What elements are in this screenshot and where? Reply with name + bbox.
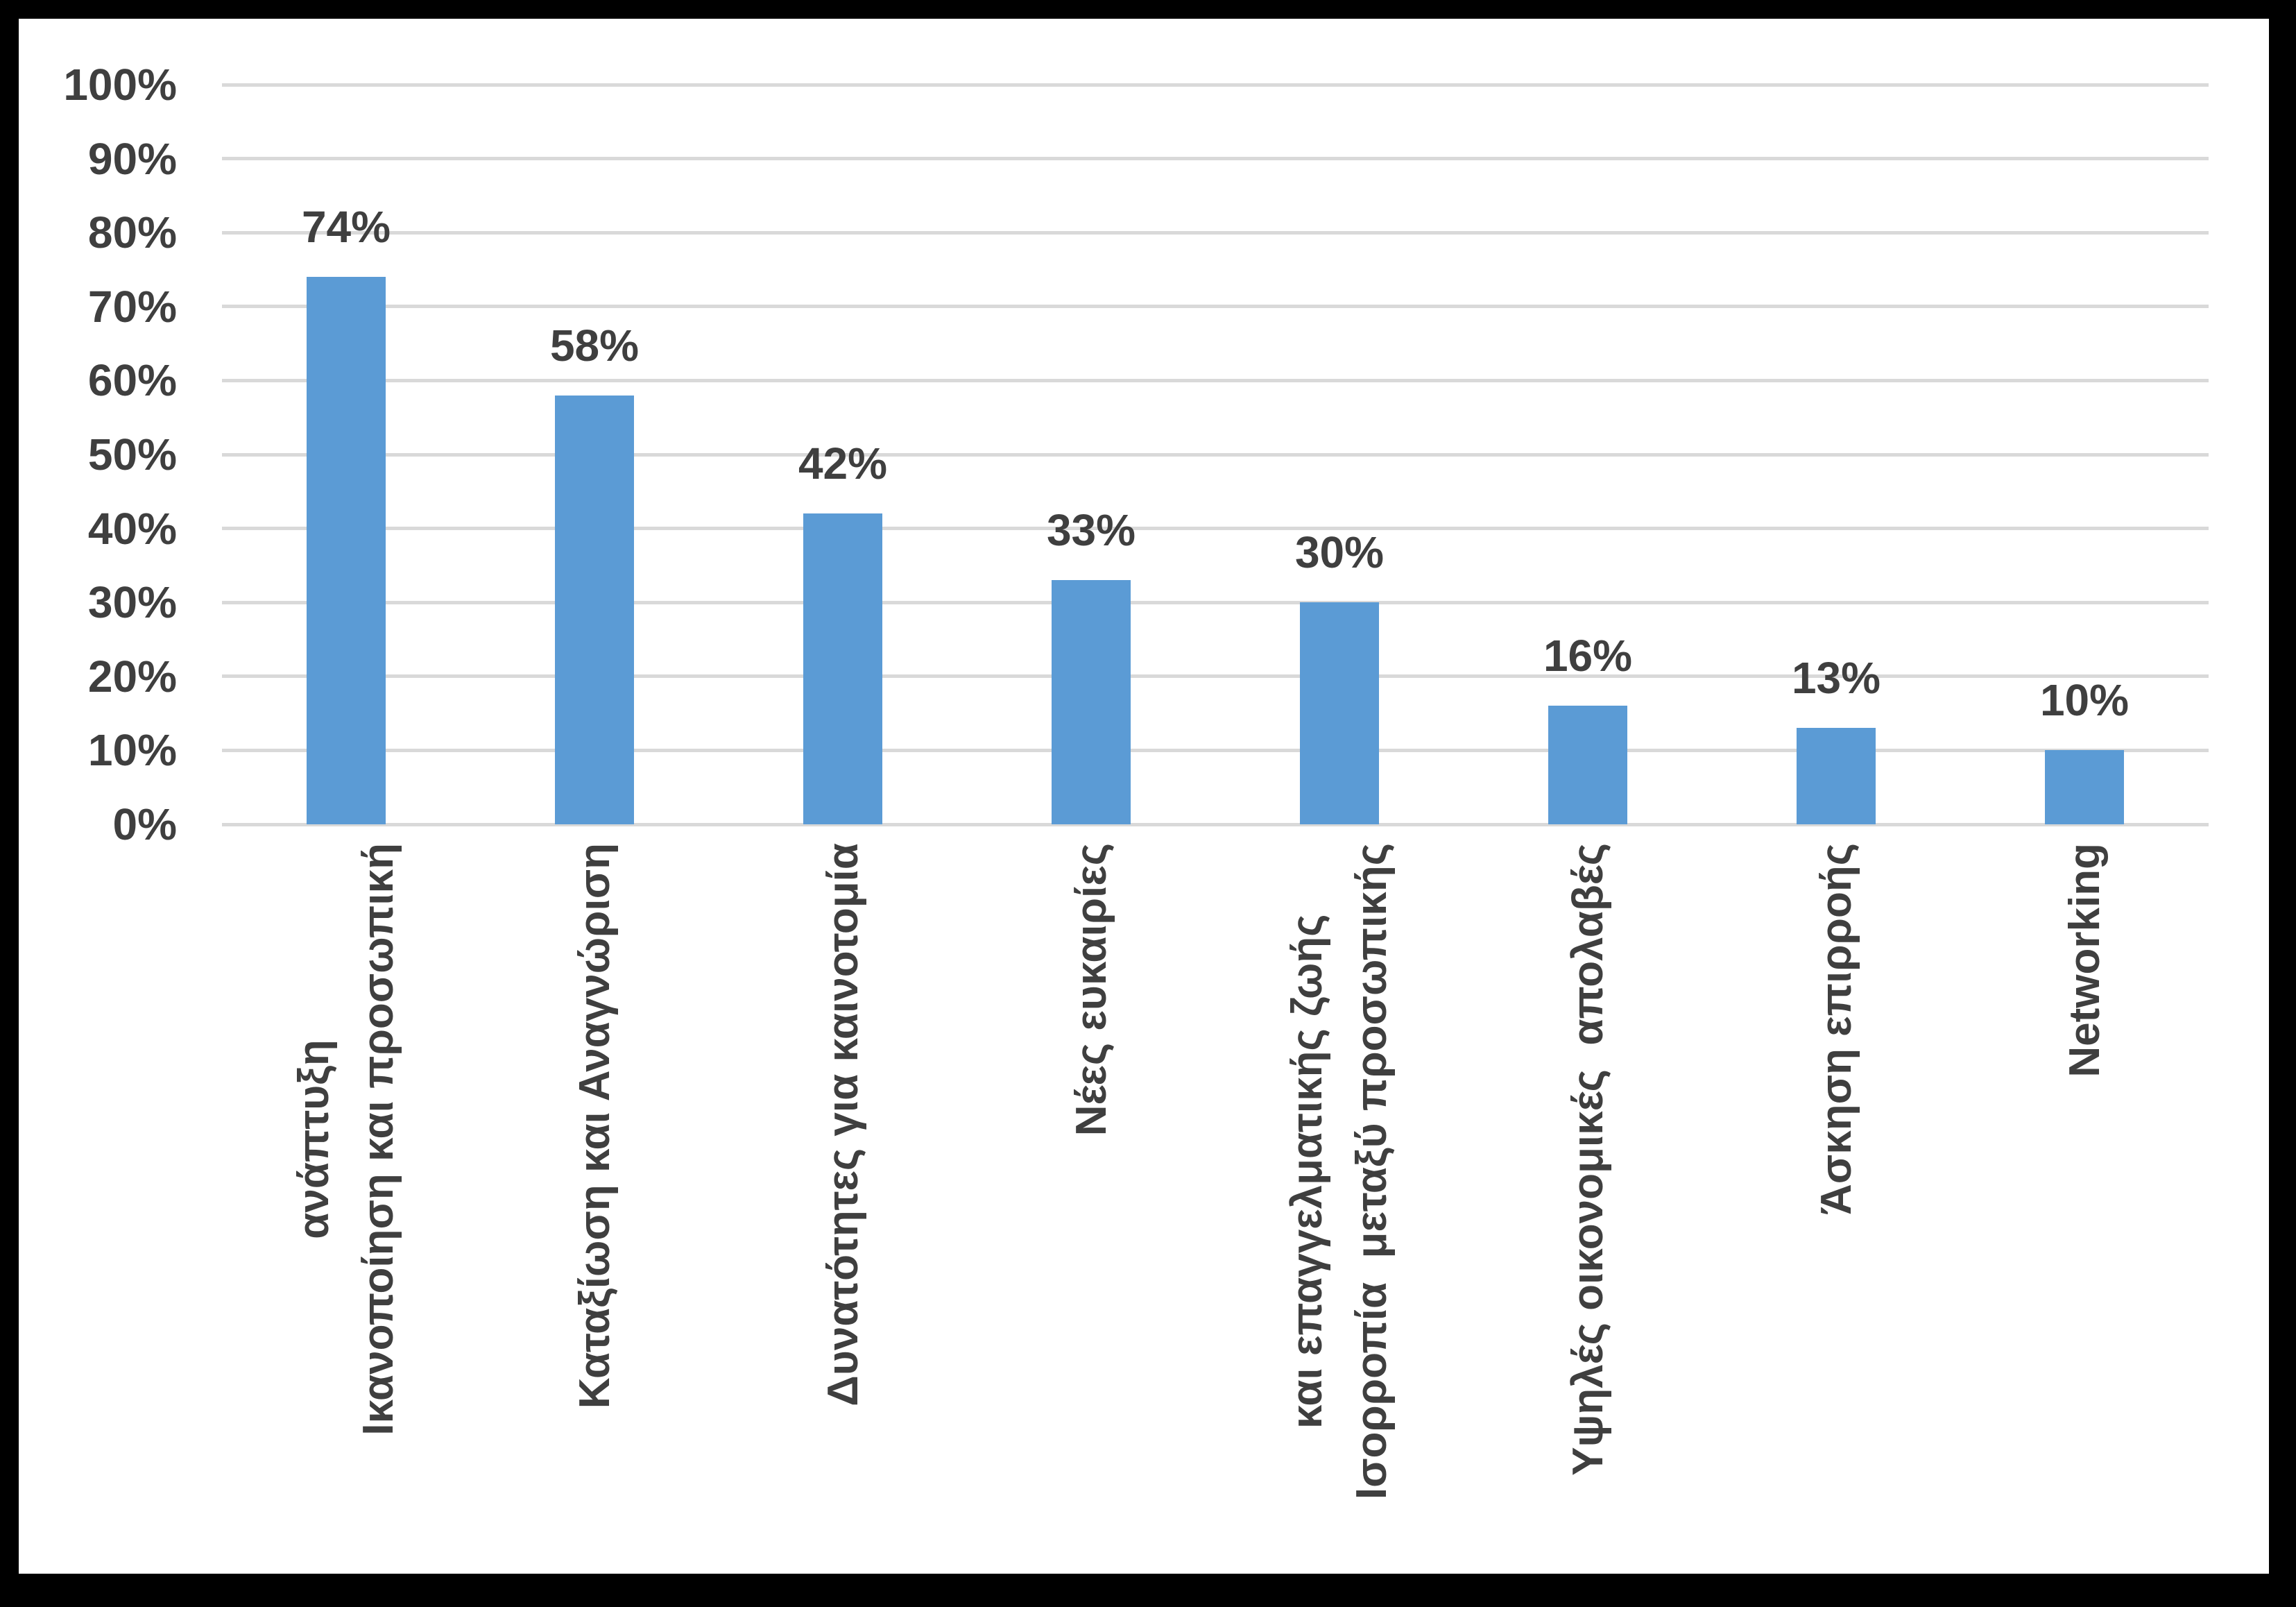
y-axis-tick-label: 50% [87,430,177,479]
bar-value-label: 13% [1791,653,1881,704]
y-axis-tick-label: 100% [63,60,177,110]
y-axis-tick-label: 80% [87,207,177,258]
y-axis-tick-label: 60% [87,355,177,406]
x-axis-category-label: Καταξίωση και Αναγνώριση [563,843,627,1409]
x-axis-label-line: Networking [2060,843,2109,1078]
x-axis-category-label: Ικανοποίηση και προσωπική ανάπτυξη [282,843,411,1436]
y-axis-tick-label: 90% [87,133,177,184]
y-axis-tick-label: 70% [87,281,177,332]
y-axis-tick-label: 10% [87,725,177,776]
x-axis-category: Δυνατότητες για καινοτομία [719,843,967,1589]
gridline [222,822,2209,826]
gridline [222,378,2209,382]
x-axis-category-label: Ισορροπία μεταξύ προσωπικής και επαγγελμα… [1275,843,1404,1499]
x-axis-category: Καταξίωση και Αναγνώριση [470,843,719,1589]
x-axis-label-line: Ικανοποίηση και προσωπική [354,843,402,1436]
bar [1300,602,1379,824]
bar-value-label: 74% [301,202,391,253]
bar-value-label: 42% [798,439,888,489]
x-axis-category-label: Νέες ευκαιρίες [1059,843,1124,1136]
bar-value-label: 33% [1046,505,1136,556]
y-axis-tick-label: 30% [87,577,177,628]
y-axis: 0% 10% 20% 30% 40% 50% 60% 70% 80% 90% 100% [0,0,177,1607]
bar-value-label: 10% [2039,675,2130,726]
x-axis-category-label: Υψηλές οικονομικές απολαβές [1556,843,1620,1476]
bar-value-label: 16% [1543,631,1633,681]
bar [307,277,386,824]
gridline [222,452,2209,457]
y-axis-tick-label: 0% [112,799,178,849]
x-axis-category: Ικανοποίηση και προσωπική ανάπτυξη [222,843,470,1589]
x-axis-label-line: Νέες ευκαιρίες [1067,843,1115,1137]
y-axis-tick-label: 20% [87,651,177,702]
x-axis-label-line: Καταξίωση και Αναγνώριση [570,843,619,1409]
gridline [222,527,2209,531]
bar [1052,580,1131,824]
bar [1797,728,1876,824]
bar-value-label: 58% [549,320,640,371]
gridline [222,230,2209,235]
bar [555,395,634,824]
x-axis: Ικανοποίηση και προσωπική ανάπτυξη Καταξίω… [222,843,2209,1589]
gridline [222,748,2209,752]
bar-value-label: 30% [1294,527,1385,578]
x-axis-category-label: Δυνατότητες για καινοτομία [811,843,875,1406]
x-axis-label-line: Δυνατότητες για καινοτομία [819,843,867,1406]
bar [1548,706,1627,824]
gridline [222,674,2209,679]
x-axis-label-line: Άσκηση επιρροής [1812,843,1860,1215]
x-axis-label-line: και επαγγελματικής ζωής [1283,914,1331,1429]
x-axis-category: Άσκηση επιρροής [1712,843,1960,1589]
gridline [222,157,2209,161]
bar [803,513,882,824]
x-axis-category: Ισορροπία μεταξύ προσωπικής και επαγγελμα… [1215,843,1464,1589]
x-axis-category: Νέες ευκαιρίες [967,843,1215,1589]
x-axis-category: Networking [1960,843,2209,1589]
x-axis-category: Υψηλές οικονομικές απολαβές [1464,843,1712,1589]
gridline [222,600,2209,604]
gridline [222,83,2209,87]
x-axis-category-label: Άσκηση επιρροής [1804,843,1869,1215]
bar [2045,750,2124,824]
y-axis-tick-label: 40% [87,503,177,554]
x-axis-category-label: Networking [2053,843,2117,1078]
gridline [222,305,2209,309]
x-axis-label-line: Υψηλές οικονομικές απολαβές [1563,843,1612,1476]
x-axis-label-line: ανάπτυξη [290,1039,338,1239]
x-axis-label-line: Ισορροπία μεταξύ προσωπικής [1348,843,1396,1500]
